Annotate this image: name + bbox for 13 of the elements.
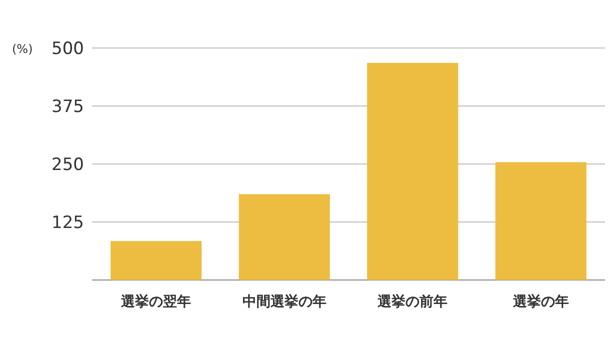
y-tick-label: 500 bbox=[52, 39, 84, 59]
x-tick-label: 選挙の翌年 bbox=[120, 293, 192, 310]
x-tick-label: 選挙の年 bbox=[512, 293, 569, 310]
x-tick-label: 中間選挙の年 bbox=[242, 293, 326, 310]
x-tick-label: 選挙の前年 bbox=[376, 293, 448, 310]
bar bbox=[367, 62, 458, 280]
y-tick-label: 375 bbox=[52, 97, 84, 117]
bar bbox=[495, 162, 586, 280]
bar bbox=[238, 194, 330, 280]
y-axis-title: (%) bbox=[12, 42, 33, 56]
y-tick-label: 250 bbox=[52, 155, 84, 175]
y-tick-label: 125 bbox=[52, 213, 84, 233]
bar bbox=[110, 241, 202, 280]
